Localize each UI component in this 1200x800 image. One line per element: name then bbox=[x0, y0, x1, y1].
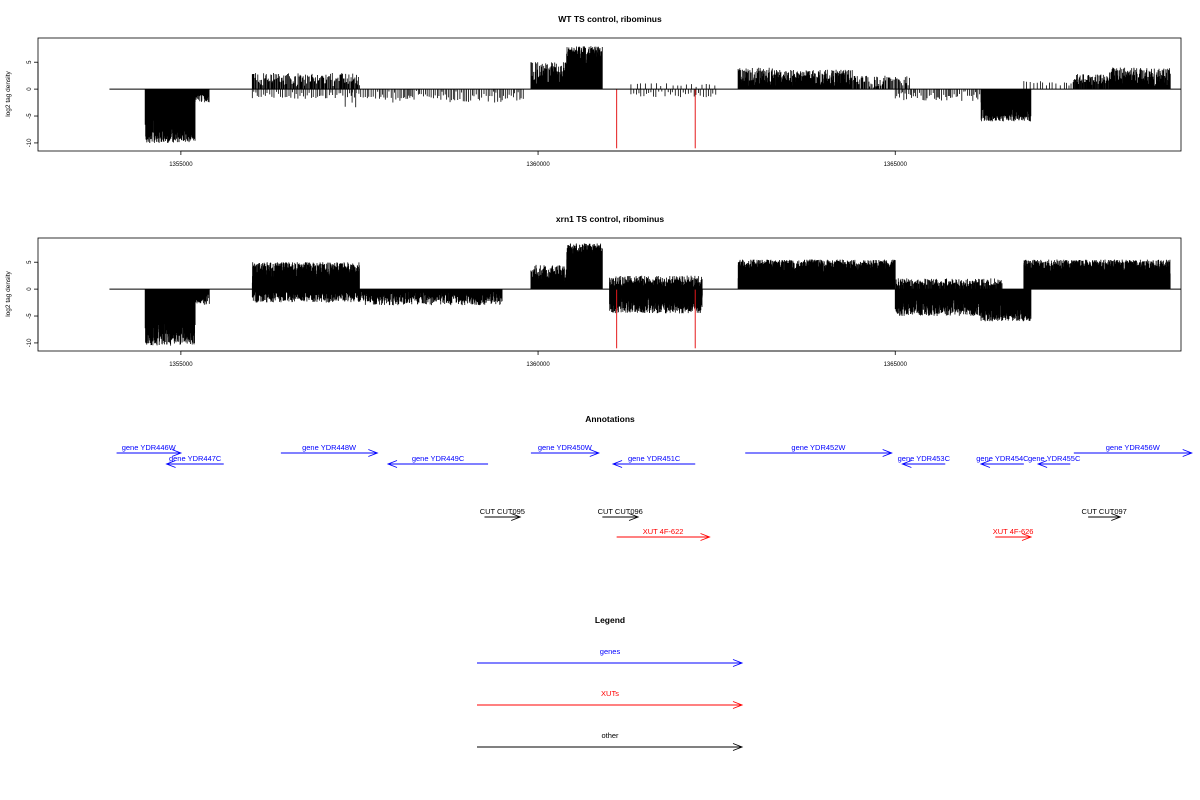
legend-item-other: other bbox=[477, 731, 744, 751]
feature-arrowhead bbox=[700, 533, 711, 541]
legend-label: other bbox=[601, 731, 619, 740]
legend-arrowhead bbox=[732, 659, 744, 667]
feature-label: gene YDR447C bbox=[169, 454, 222, 463]
feature-label: gene YDR453C bbox=[898, 454, 951, 463]
feature-xut-4f-622: XUT 4F-622 bbox=[616, 527, 711, 541]
feature-label: gene YDR450W bbox=[538, 443, 593, 452]
feature-label: gene YDR455C bbox=[1028, 454, 1081, 463]
x-tick-label: 1355000 bbox=[169, 362, 193, 368]
feature-label: CUT CUT095 bbox=[480, 507, 525, 516]
feature-label: gene YDR456W bbox=[1106, 443, 1161, 452]
xrn1-highlight-lines bbox=[616, 289, 696, 349]
legend-arrowhead bbox=[732, 701, 744, 709]
legend-title: Legend bbox=[595, 615, 625, 625]
feature-gene-ydr454c: gene YDR454C bbox=[976, 454, 1029, 468]
wt-signal-panel: WT TS control, ribominus log2 tag densit… bbox=[5, 14, 1182, 168]
feature-cut-cut097: CUT CUT097 bbox=[1082, 507, 1127, 521]
y-tick-label: -5 bbox=[27, 113, 33, 119]
feature-arrowhead bbox=[628, 513, 640, 521]
feature-label: XUT 4F-626 bbox=[993, 527, 1034, 536]
legend-item-xuts: XUTs bbox=[477, 689, 744, 709]
xrn1-axes: -10 -5 0 5 1355000 1360000 1365000 bbox=[27, 260, 1181, 368]
feature-arrowhead bbox=[386, 460, 398, 468]
xrn1-signal-panel: xrn1 TS control, ribominus log2 tag dens… bbox=[5, 214, 1182, 368]
wt-panel-title: WT TS control, ribominus bbox=[558, 14, 662, 24]
feature-arrowhead bbox=[1021, 533, 1033, 541]
y-tick-label: -10 bbox=[27, 138, 33, 147]
y-tick-label: 5 bbox=[27, 260, 33, 264]
feature-label: XUT 4F-622 bbox=[643, 527, 684, 536]
xrn1-signal-bars bbox=[144, 243, 1171, 346]
feature-gene-ydr456w: gene YDR456W bbox=[1073, 443, 1193, 457]
feature-gene-ydr452w: gene YDR452W bbox=[745, 443, 893, 457]
feature-arrowhead bbox=[368, 449, 379, 457]
feature-gene-ydr451c: gene YDR451C bbox=[611, 454, 696, 468]
feature-gene-ydr448w: gene YDR448W bbox=[280, 443, 379, 457]
feature-cut-cut095: CUT CUT095 bbox=[480, 507, 525, 521]
y-tick-label: 5 bbox=[27, 60, 33, 64]
legend-panel: Legend genes XUTs other bbox=[477, 615, 744, 751]
feature-arrowhead bbox=[1111, 513, 1122, 521]
x-tick-label: 1365000 bbox=[884, 162, 908, 168]
feature-arrowhead bbox=[1182, 449, 1193, 457]
feature-gene-ydr449c: gene YDR449C bbox=[386, 454, 489, 468]
xrn1-y-axis-label: log2 tag density bbox=[5, 270, 12, 316]
feature-gene-ydr455c: gene YDR455C bbox=[1028, 454, 1081, 468]
feature-arrowhead bbox=[901, 460, 912, 468]
wt-signal-bars bbox=[144, 46, 1171, 143]
signal-bar-set bbox=[144, 46, 1171, 143]
feature-gene-ydr450w: gene YDR450W bbox=[530, 443, 601, 457]
annotation-features: gene YDR446W gene YDR447C gene YDR448W gene… bbox=[116, 443, 1193, 541]
feature-gene-ydr447c: gene YDR447C bbox=[165, 454, 224, 468]
feature-gene-ydr446w: gene YDR446W bbox=[116, 443, 183, 457]
feature-xut-4f-626: XUT 4F-626 bbox=[993, 527, 1034, 541]
feature-label: gene YDR446W bbox=[122, 443, 177, 452]
feature-label: CUT CUT097 bbox=[1082, 507, 1127, 516]
legend-arrowhead bbox=[732, 743, 744, 751]
x-tick-label: 1360000 bbox=[526, 362, 550, 368]
feature-arrowhead bbox=[511, 513, 522, 521]
feature-arrowhead bbox=[1036, 460, 1048, 468]
feature-label: gene YDR452W bbox=[791, 443, 846, 452]
legend-label: XUTs bbox=[601, 689, 619, 698]
feature-arrowhead bbox=[882, 449, 893, 457]
x-tick-label: 1360000 bbox=[526, 162, 550, 168]
x-tick-label: 1365000 bbox=[884, 362, 908, 368]
feature-gene-ydr453c: gene YDR453C bbox=[898, 454, 951, 468]
xrn1-panel-title: xrn1 TS control, ribominus bbox=[556, 214, 664, 224]
signal-bar-set bbox=[144, 243, 1171, 346]
annotations-title: Annotations bbox=[585, 414, 635, 424]
feature-cut-cut096: CUT CUT096 bbox=[598, 507, 643, 521]
legend-items: genes XUTs other bbox=[477, 647, 744, 751]
feature-arrowhead bbox=[165, 460, 176, 468]
feature-label: CUT CUT096 bbox=[598, 507, 643, 516]
feature-arrowhead bbox=[979, 460, 991, 468]
y-tick-label: 0 bbox=[27, 287, 33, 291]
legend-label: genes bbox=[600, 647, 621, 656]
wt-axes: -10 -5 0 5 1355000 1360000 1365000 bbox=[27, 60, 1181, 168]
feature-arrowhead bbox=[589, 449, 601, 457]
feature-label: gene YDR448W bbox=[302, 443, 357, 452]
y-tick-label: -5 bbox=[27, 313, 33, 319]
x-tick-label: 1355000 bbox=[169, 162, 193, 168]
y-tick-label: -10 bbox=[27, 338, 33, 347]
feature-arrowhead bbox=[171, 449, 183, 457]
legend-item-genes: genes bbox=[477, 647, 744, 667]
feature-label: gene YDR454C bbox=[976, 454, 1029, 463]
wt-highlight-lines bbox=[616, 89, 696, 149]
feature-arrowhead bbox=[611, 460, 623, 468]
wt-y-axis-label: log2 tag density bbox=[5, 70, 12, 116]
y-tick-label: 0 bbox=[27, 87, 33, 91]
feature-label: gene YDR451C bbox=[628, 454, 681, 463]
feature-label: gene YDR449C bbox=[412, 454, 465, 463]
